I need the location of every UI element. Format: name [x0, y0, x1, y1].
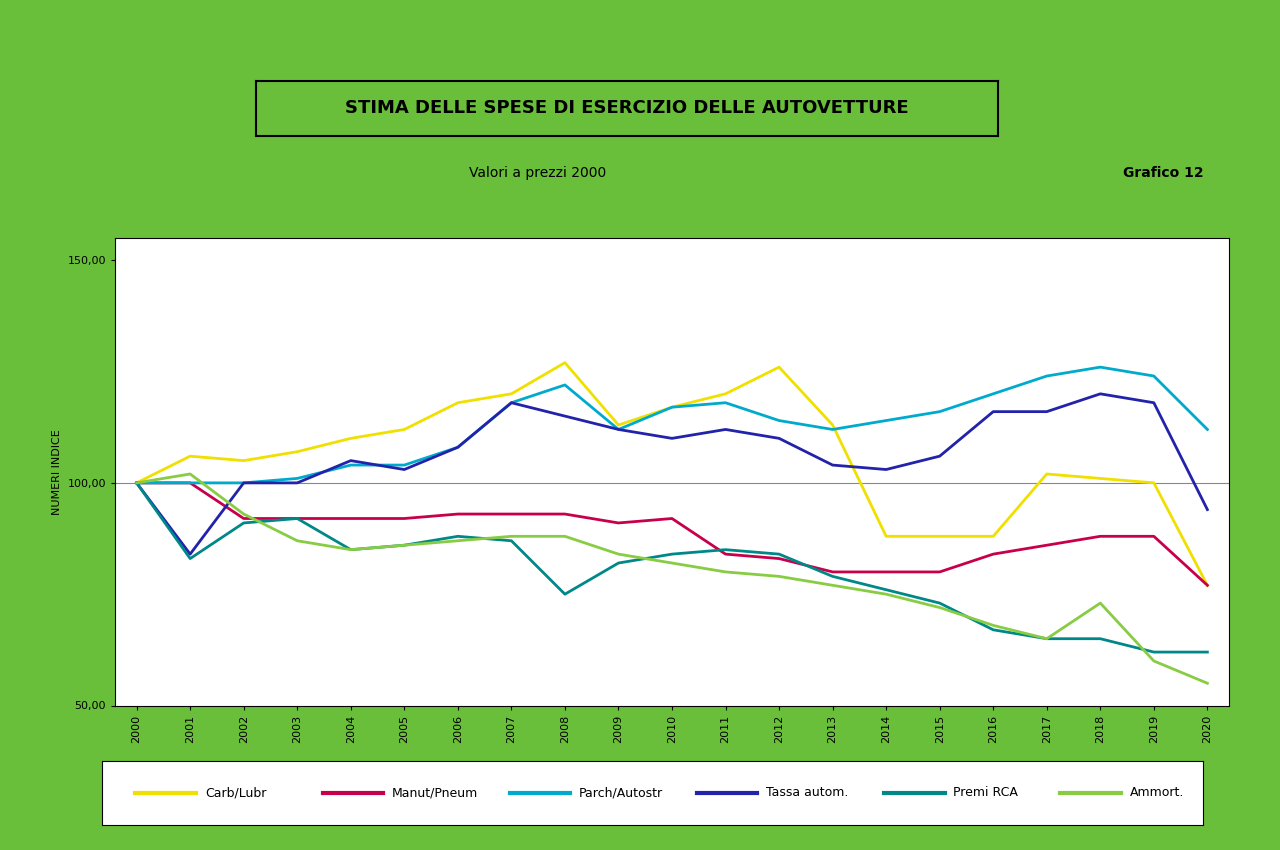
- Text: Ammort.: Ammort.: [1129, 786, 1184, 799]
- Text: STIMA DELLE SPESE DI ESERCIZIO DELLE AUTOVETTURE: STIMA DELLE SPESE DI ESERCIZIO DELLE AUT…: [346, 99, 909, 117]
- Text: Tassa autom.: Tassa autom.: [767, 786, 849, 799]
- Y-axis label: NUMERI INDICE: NUMERI INDICE: [52, 429, 63, 514]
- Text: Carb/Lubr: Carb/Lubr: [205, 786, 266, 799]
- Text: Grafico 12: Grafico 12: [1123, 166, 1203, 179]
- Text: Parch/Autostr: Parch/Autostr: [579, 786, 663, 799]
- Text: Premi RCA: Premi RCA: [954, 786, 1018, 799]
- Text: Valori a prezzi 2000: Valori a prezzi 2000: [468, 166, 607, 179]
- Text: Manut/Pneum: Manut/Pneum: [392, 786, 479, 799]
